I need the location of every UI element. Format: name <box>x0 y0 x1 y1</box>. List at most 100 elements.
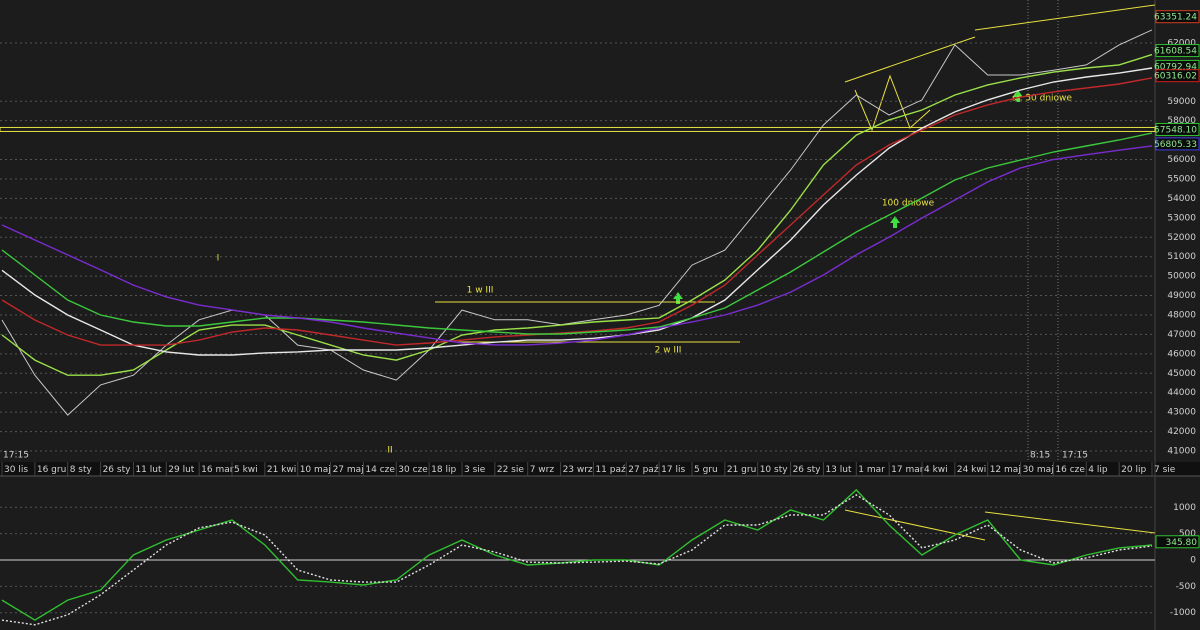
value-box <box>1155 535 1200 549</box>
x-tick-label: 11 lut <box>135 465 162 475</box>
annotation: I <box>217 254 220 264</box>
x-tick-label: 18 lip <box>431 465 456 475</box>
annotation: śr. 50 dniowe <box>1012 93 1072 104</box>
x-tick-label: 26 sty <box>793 465 822 475</box>
x-tick-label: 23 wrz <box>563 465 593 475</box>
x-tick-label: 22 sie <box>497 465 525 475</box>
annotation: 1 w III <box>467 286 494 296</box>
y-tick-label: 56000 <box>1167 155 1196 165</box>
arrow <box>890 216 900 228</box>
value-box <box>1155 69 1200 83</box>
y-tick-label: 51000 <box>1167 252 1196 262</box>
annotation: 100 dniowe <box>882 199 935 209</box>
value-box <box>1155 10 1200 24</box>
x-tick-label: 21 gru <box>727 465 756 475</box>
value-box-label: 63351.24 <box>1154 13 1197 23</box>
y-tick-label: 49000 <box>1167 291 1196 301</box>
series-line <box>1 77 1153 346</box>
series-line <box>1 67 1153 356</box>
y-tick-label: 53000 <box>1167 213 1196 223</box>
x-tick-label: 13 lut <box>825 465 852 475</box>
x-tick-label: 4 lip <box>1088 465 1108 475</box>
y-tick-label: 0 <box>1190 556 1196 566</box>
x-tick-label: 16 gru <box>37 465 66 475</box>
series-line <box>1 29 1153 416</box>
x-tick-label: 29 lut <box>168 465 195 475</box>
value-box-label: 345.80 <box>1166 538 1198 548</box>
x-tick-label: 27 maj <box>333 465 364 475</box>
x-tick-label: 27 paź <box>628 465 659 475</box>
x-tick-label: 8 sty <box>70 465 93 475</box>
x-tick-label: 16 mar <box>201 465 234 475</box>
trend-line <box>984 511 1156 534</box>
trend-line <box>974 4 1156 31</box>
x-tick-label: 20 lip <box>1121 465 1146 475</box>
x-tick-label: 5 kwi <box>234 465 258 475</box>
y-tick-label: 50000 <box>1167 272 1196 282</box>
x-tick-label: 5 gru <box>694 465 718 475</box>
series-line <box>1 53 1153 376</box>
y-tick-label: 45000 <box>1167 369 1196 379</box>
value-box <box>1155 122 1200 136</box>
y-tick-label: 58000 <box>1167 116 1196 126</box>
value-box <box>1155 137 1200 151</box>
arrow <box>1013 90 1023 102</box>
trend-line <box>844 509 986 541</box>
x-tick-label: 14 cze <box>365 465 395 475</box>
series-line <box>1 145 1153 346</box>
y-tick-label: 44000 <box>1167 388 1196 398</box>
annotation: 2 w III <box>655 346 682 356</box>
x-tick-label: 17 mar <box>891 465 924 475</box>
trend-line <box>844 36 976 83</box>
value-box-label: 60792.94 <box>1154 62 1197 72</box>
y-tick-label: 48000 <box>1167 310 1196 320</box>
x-tick-label: 10 sty <box>760 465 789 475</box>
x-tick-label: 17 lis <box>661 465 685 475</box>
x-tick-label: 1 mar <box>858 465 885 475</box>
time-label: 17:15 <box>1062 451 1088 461</box>
y-tick-label: 500 <box>1179 529 1196 539</box>
x-tick-label: 11 paź <box>595 465 626 475</box>
level-line <box>0 126 1156 132</box>
x-tick-label: 26 sty <box>103 465 132 475</box>
arrow <box>673 292 683 304</box>
x-tick-label: 24 kwi <box>957 465 986 475</box>
y-tick-label: 62000 <box>1167 38 1196 48</box>
y-tick-label: -500 <box>1176 582 1197 592</box>
y-tick-label: 1000 <box>1173 503 1196 513</box>
series-line <box>1 132 1153 335</box>
time-label: 17:15 <box>3 451 29 461</box>
series-line <box>1 494 1153 626</box>
value-box-label: 57548.10 <box>1154 125 1197 135</box>
x-tick-label: 3 sie <box>464 465 486 475</box>
y-tick-label: 42000 <box>1167 427 1196 437</box>
zigzag-line <box>854 74 931 132</box>
y-tick-label: 52000 <box>1167 233 1196 243</box>
series-line <box>1 488 1153 621</box>
arrows <box>673 90 1023 304</box>
date-bar <box>0 462 1200 476</box>
x-tick-label: 30 lis <box>4 465 28 475</box>
y-tick-label: 55000 <box>1167 174 1196 184</box>
y-tick-label: 43000 <box>1167 408 1196 418</box>
trend-lines <box>844 4 1156 541</box>
x-tick-label: 16 cze <box>1055 465 1085 475</box>
x-tick-label: 7 sie <box>1154 465 1176 475</box>
x-tick-label: 30 cze <box>398 465 428 475</box>
x-tick-label: 21 kwi <box>267 465 296 475</box>
y-tick-label: 47000 <box>1167 330 1196 340</box>
value-box-label: 60316.02 <box>1154 72 1197 82</box>
y-tick-label: 46000 <box>1167 349 1196 359</box>
value-box-label: 61608.54 <box>1154 47 1197 57</box>
y-tick-label: 41000 <box>1167 447 1196 457</box>
y-tick-label: -1000 <box>1170 608 1196 618</box>
x-tick-label: 12 maj <box>990 465 1021 475</box>
time-label: 8:15 <box>1030 451 1050 461</box>
x-tick-label: 7 wrz <box>530 465 555 475</box>
x-tick-label: 10 maj <box>300 465 331 475</box>
x-tick-label: 30 maj <box>1023 465 1054 475</box>
y-tick-label: 59000 <box>1167 97 1196 107</box>
y-tick-label: 54000 <box>1167 194 1196 204</box>
